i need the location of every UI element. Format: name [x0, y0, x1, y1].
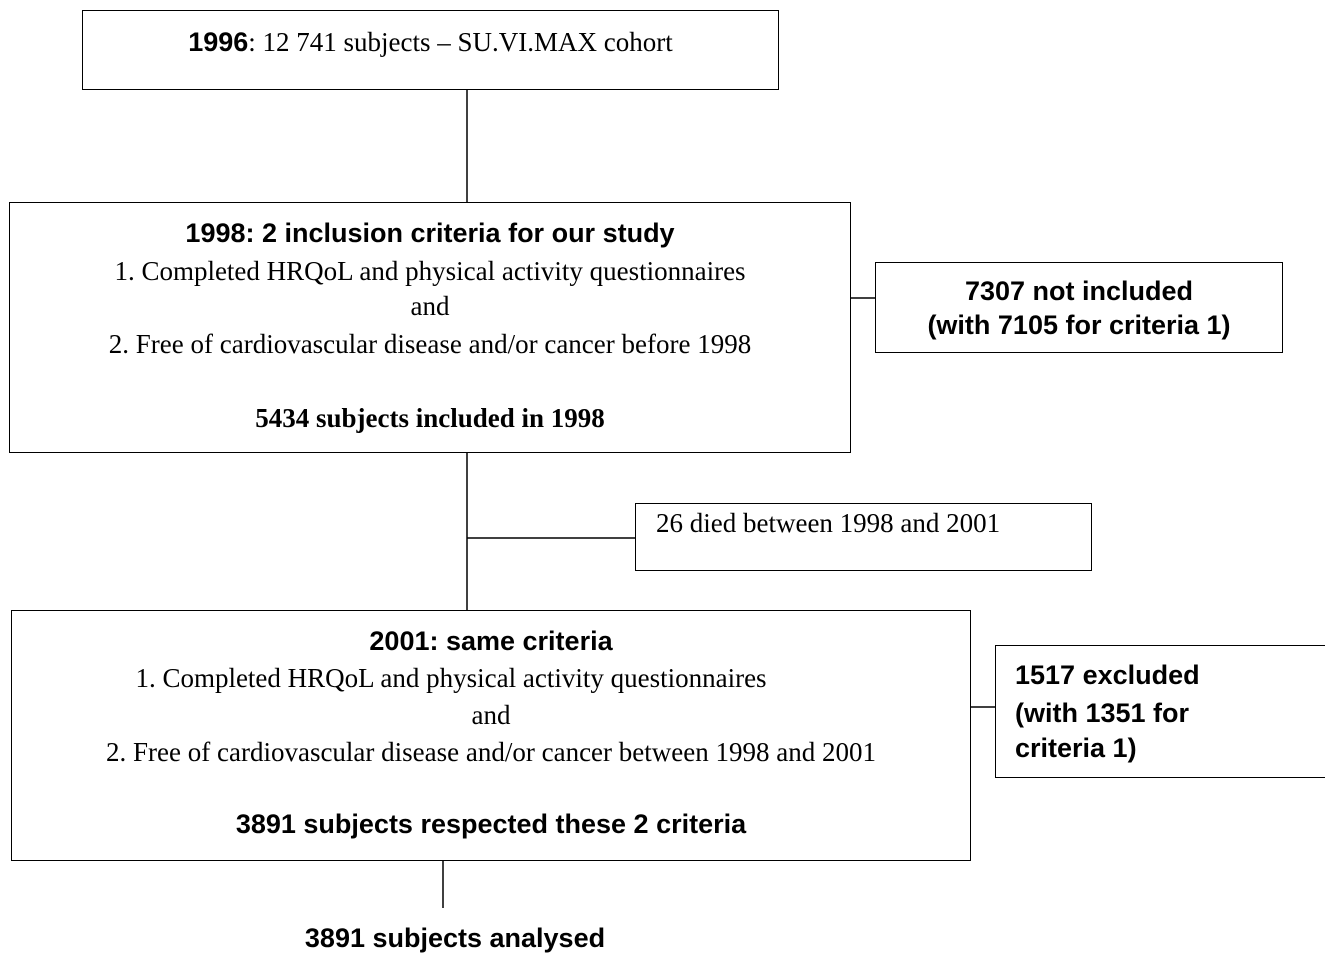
- excluded-box: 1517 excluded (with 1351 for criteria 1): [995, 645, 1325, 778]
- result: 3891 subjects respected these 2 criteria: [235, 809, 747, 839]
- note-line: (with 1351 for: [1015, 698, 1190, 728]
- criterion: and: [471, 700, 511, 730]
- note-line: 7307 not included: [964, 276, 1194, 306]
- criterion: 1. Completed HRQoL and physical activity…: [114, 256, 746, 286]
- year: 1996: [188, 27, 249, 57]
- followup-heading: 2001: same criteria: [12, 626, 970, 656]
- heading: : same criteria: [429, 626, 613, 656]
- heading: : 2 inclusion criteria for our study: [245, 218, 675, 248]
- died-text: 26 died between 1998 and 2001: [656, 508, 1001, 538]
- inclusion-heading: 1998: 2 inclusion criteria for our study: [10, 218, 850, 248]
- year: 1998: [185, 218, 246, 248]
- not-included-box: 7307 not included (with 7105 for criteri…: [875, 262, 1283, 353]
- note-line: 1517 excluded: [1015, 660, 1200, 690]
- cohort-line: 1996: 12 741 subjects – SU.VI.MAX cohort: [83, 27, 778, 57]
- criterion: 2. Free of cardiovascular disease and/or…: [108, 329, 752, 359]
- result: 5434 subjects included in 1998: [255, 403, 605, 433]
- died-box: 26 died between 1998 and 2001: [635, 503, 1092, 571]
- inclusion-box: 1998: 2 inclusion criteria for our study…: [9, 202, 851, 453]
- followup-box: 2001: same criteria 1. Completed HRQoL a…: [11, 610, 971, 861]
- analysed-text: 3891 subjects analysed: [304, 923, 606, 953]
- criterion: 2. Free of cardiovascular disease and/or…: [106, 737, 876, 767]
- criterion: and: [410, 291, 450, 321]
- note-line: criteria 1): [1015, 733, 1137, 763]
- criterion: 1. Completed HRQoL and physical activity…: [135, 663, 767, 693]
- note-line: (with 7105 for criteria 1): [927, 310, 1231, 340]
- cohort-text: : 12 741 subjects – SU.VI.MAX cohort: [248, 27, 673, 57]
- year: 2001: [369, 626, 430, 656]
- cohort-box: 1996: 12 741 subjects – SU.VI.MAX cohort: [82, 10, 779, 90]
